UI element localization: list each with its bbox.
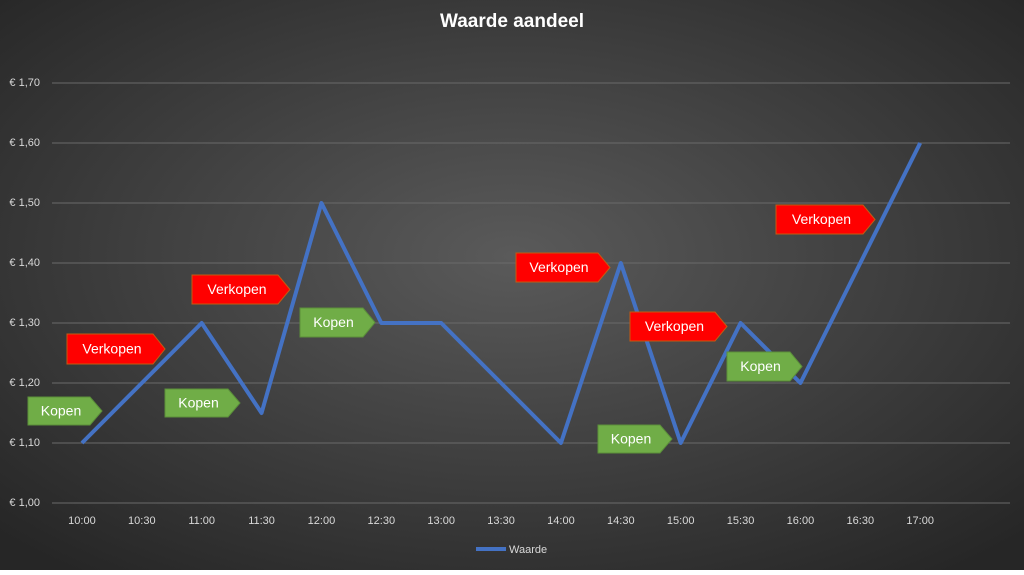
callout	[191, 274, 291, 305]
x-tick-label: 14:30	[607, 515, 635, 527]
callout	[66, 333, 166, 365]
x-tick-label: 11:00	[188, 515, 215, 527]
x-tick-label: 11:30	[248, 515, 275, 527]
callout-text: Kopen	[41, 403, 81, 419]
x-tick-label: 13:00	[427, 515, 455, 527]
callout	[775, 204, 876, 235]
y-tick-label: € 1,50	[9, 197, 40, 209]
callout	[629, 311, 728, 342]
legend-label: Waarde	[509, 544, 547, 556]
y-tick-label: € 1,70	[9, 77, 40, 89]
callout-text: Verkopen	[207, 281, 266, 297]
x-tick-label: 12:30	[368, 515, 396, 527]
callout-text: Verkopen	[792, 211, 851, 227]
callout-text: Kopen	[313, 314, 353, 330]
y-tick-label: € 1,20	[9, 377, 40, 389]
chart-title: Waarde aandeel	[440, 11, 584, 32]
callout-text: Kopen	[178, 395, 218, 411]
x-tick-label: 15:30	[727, 515, 755, 527]
x-tick-label: 16:00	[787, 515, 815, 527]
callout	[726, 351, 803, 382]
x-tick-label: 14:00	[547, 515, 575, 527]
callout-text: Verkopen	[529, 259, 588, 275]
callout	[515, 252, 611, 283]
y-tick-label: € 1,00	[9, 497, 40, 509]
y-tick-label: € 1,30	[9, 317, 40, 329]
callout	[27, 396, 103, 426]
callout	[164, 388, 241, 418]
x-tick-label: 17:00	[906, 515, 934, 527]
callout-text: Verkopen	[82, 341, 141, 357]
y-tick-label: € 1,60	[9, 137, 40, 149]
x-tick-label: 10:00	[68, 515, 96, 527]
callout-text: Kopen	[740, 358, 780, 374]
x-tick-label: 13:30	[487, 515, 515, 527]
y-tick-label: € 1,40	[9, 257, 40, 269]
x-tick-label: 16:30	[847, 515, 875, 527]
x-tick-label: 15:00	[667, 515, 695, 527]
callout-text: Verkopen	[645, 318, 704, 334]
callout-text: Kopen	[611, 431, 651, 447]
x-tick-label: 10:30	[128, 515, 156, 527]
callout	[299, 307, 376, 338]
callout	[597, 424, 673, 454]
x-tick-label: 12:00	[308, 515, 336, 527]
y-tick-label: € 1,10	[9, 437, 40, 449]
